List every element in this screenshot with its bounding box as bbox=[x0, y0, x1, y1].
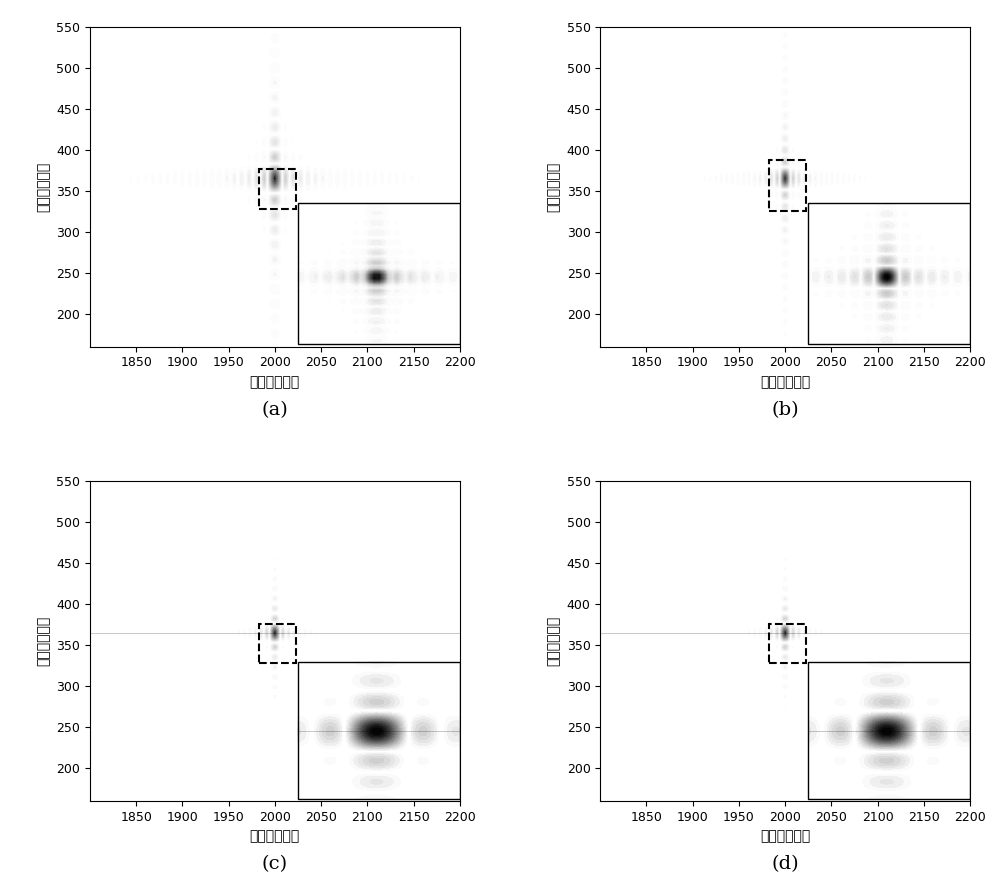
Text: (d): (d) bbox=[771, 855, 799, 873]
Y-axis label: 方位向采样点: 方位向采样点 bbox=[37, 162, 51, 212]
X-axis label: 距离向采样点: 距离向采样点 bbox=[760, 829, 810, 844]
Bar bbox=[808, 203, 970, 344]
Y-axis label: 方位向采样点: 方位向采样点 bbox=[37, 616, 51, 666]
Bar bbox=[259, 169, 296, 209]
Bar bbox=[769, 624, 806, 663]
X-axis label: 距离向采样点: 距离向采样点 bbox=[250, 375, 300, 389]
Bar bbox=[769, 160, 806, 211]
Text: (b): (b) bbox=[771, 401, 799, 419]
X-axis label: 距离向采样点: 距离向采样点 bbox=[760, 375, 810, 389]
Text: (a): (a) bbox=[261, 401, 288, 419]
Bar bbox=[298, 661, 460, 798]
Bar bbox=[298, 203, 460, 344]
Bar bbox=[808, 661, 970, 798]
X-axis label: 距离向采样点: 距离向采样点 bbox=[250, 829, 300, 844]
Y-axis label: 方位向采样点: 方位向采样点 bbox=[547, 162, 561, 212]
Text: (c): (c) bbox=[262, 855, 288, 873]
Y-axis label: 方位向采样点: 方位向采样点 bbox=[547, 616, 561, 666]
Bar bbox=[259, 624, 296, 663]
